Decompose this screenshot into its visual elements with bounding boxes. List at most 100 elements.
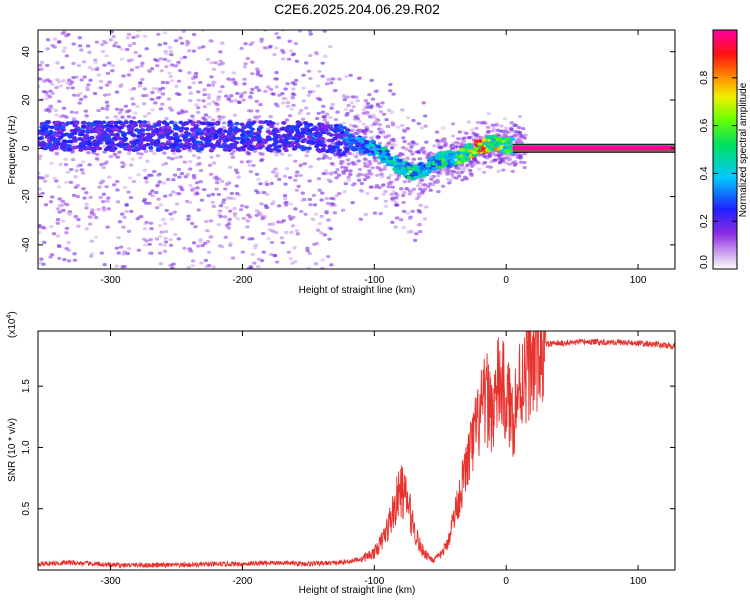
spectrogram-cell bbox=[117, 120, 122, 124]
spectrogram-cell bbox=[503, 149, 508, 153]
spectrogram-cell bbox=[100, 107, 104, 110]
spectrogram-cell bbox=[218, 118, 222, 121]
spectrogram-cell bbox=[182, 10, 186, 13]
spectrogram-cell bbox=[289, 202, 293, 205]
spectrogram-cell bbox=[264, 206, 268, 209]
spectrogram-cell bbox=[171, 262, 175, 265]
spectrogram-cell bbox=[147, 351, 151, 354]
spectrogram-cell bbox=[319, 231, 323, 234]
spectrogram-cell bbox=[54, 86, 58, 89]
spectrogram-cell bbox=[463, 176, 467, 179]
spectrogram-cell bbox=[378, 212, 382, 215]
spectrogram-cell bbox=[79, 98, 83, 101]
spectrogram-cell bbox=[268, 45, 272, 48]
spectrogram-cell bbox=[63, 47, 67, 50]
spectrogram-cell bbox=[218, 50, 222, 53]
spectrogram-cell bbox=[239, 95, 243, 98]
spectrogram-cell bbox=[317, 157, 321, 160]
spectrogram-cell bbox=[406, 116, 410, 119]
spectrogram-cell bbox=[275, 105, 279, 108]
spectrogram-cell bbox=[391, 93, 395, 96]
spectrogram-cell bbox=[481, 138, 486, 142]
spectrogram-cell bbox=[209, 148, 214, 152]
spectrogram-cell bbox=[313, 23, 317, 26]
spectrogram-cell bbox=[200, 137, 205, 141]
spectrogram-cell bbox=[66, 81, 70, 84]
spectrogram-cell bbox=[40, 192, 44, 195]
spectrogram-cell bbox=[207, 251, 211, 254]
spectrogram-cell bbox=[279, 127, 284, 131]
spectrogram-cell bbox=[327, 139, 332, 143]
spectrogram-cell bbox=[168, 212, 172, 215]
spectrogram-cell bbox=[450, 159, 455, 163]
spectrogram-cell bbox=[275, 129, 280, 133]
spectrogram-cell bbox=[71, 158, 75, 161]
snr-x-tick-label: -200 bbox=[232, 576, 252, 587]
spectrogram-cell bbox=[87, 142, 92, 146]
spectrogram-cell bbox=[338, 135, 343, 139]
spectrogram-cell bbox=[195, 181, 199, 184]
spectrogram-cell bbox=[50, 44, 54, 47]
spectrogram-cell bbox=[411, 119, 415, 122]
spectrogram-cell bbox=[107, 286, 111, 289]
spectrogram-cell bbox=[54, 179, 58, 182]
spectrogram-cell bbox=[57, 25, 61, 28]
spectrogram-cell bbox=[66, 33, 70, 36]
spectrogram-cell bbox=[55, 290, 59, 293]
spectrogram-cell bbox=[428, 182, 432, 185]
spectrogram-cell bbox=[383, 190, 387, 193]
snr-x-tick-label: 100 bbox=[630, 576, 647, 587]
spectrogram-cell bbox=[272, 53, 276, 56]
spectrogram-cell bbox=[372, 156, 376, 159]
spectrogram-cell bbox=[280, 25, 284, 28]
spectrogram-cell bbox=[104, 185, 108, 188]
spectrogram-cell bbox=[335, 110, 339, 113]
spectrogram-cell bbox=[195, 192, 199, 195]
spectrogram-cell bbox=[389, 163, 394, 167]
spectrogram-cell bbox=[223, 274, 227, 277]
spectrogram-cell bbox=[458, 130, 462, 133]
spectrogram-cell bbox=[169, 53, 173, 56]
spectrogram-cell bbox=[205, 229, 209, 232]
spectrogram-cell bbox=[54, 138, 59, 142]
spectrogram-cell bbox=[325, 156, 329, 159]
spectrogram-cell bbox=[407, 166, 412, 170]
spectrogram-cell bbox=[115, 133, 120, 137]
spectrogram-cell bbox=[111, 35, 115, 38]
spectrogram-cell bbox=[401, 136, 405, 139]
spectrogram-cell bbox=[135, 286, 139, 289]
spectrogram-cell bbox=[221, 62, 225, 65]
spectrogram-cell bbox=[214, 134, 219, 138]
spectrogram-cell bbox=[215, 178, 219, 181]
spectrogram-cell bbox=[353, 115, 357, 118]
spectrogram-cell bbox=[187, 86, 191, 89]
spectrogram-cell bbox=[107, 80, 111, 83]
spectrogram-cell bbox=[269, 182, 273, 185]
spectrogram-cell bbox=[50, 83, 54, 86]
spectrogram-cell bbox=[274, 175, 278, 178]
spectrogram-cell bbox=[45, 47, 49, 50]
spectrogram-cell bbox=[106, 196, 110, 199]
spectrogram-cell bbox=[283, 175, 287, 178]
spectrogram-cell bbox=[299, 210, 303, 213]
spectrogram-cell bbox=[93, 92, 97, 95]
spectrogram-cell bbox=[249, 145, 254, 149]
spectrogram-cell bbox=[185, 281, 189, 284]
spectrogram-cell bbox=[122, 252, 126, 255]
spectrogram-cell bbox=[233, 81, 237, 84]
spectrogram-cell bbox=[379, 173, 383, 176]
spectrogram-cell bbox=[175, 92, 179, 95]
spectrogram-cell bbox=[84, 203, 88, 206]
spectrogram-cell bbox=[397, 159, 402, 163]
spectrogram-cell bbox=[215, 181, 219, 184]
spectrogram-cell bbox=[191, 11, 195, 14]
spectrogram-cell bbox=[186, 273, 190, 276]
spectrogram-cell bbox=[98, 196, 102, 199]
spectrogram-cell bbox=[250, 23, 254, 26]
spectrogram-cell bbox=[271, 200, 275, 203]
spectrogram-cell bbox=[241, 250, 245, 253]
spectrogram-cell bbox=[37, 4, 41, 7]
spectrogram-cell bbox=[304, 106, 308, 109]
spectrogram-cell bbox=[504, 126, 508, 129]
spectrogram-cell bbox=[145, 138, 150, 142]
